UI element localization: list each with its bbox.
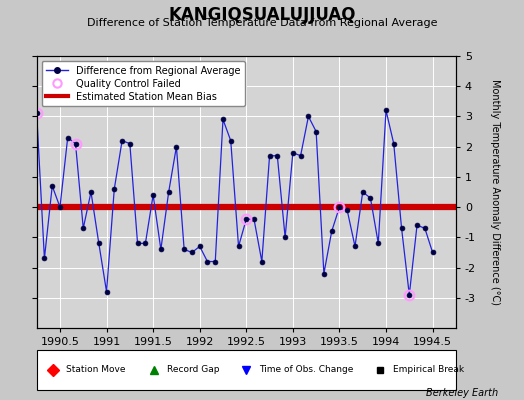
Legend: Difference from Regional Average, Quality Control Failed, Estimated Station Mean: Difference from Regional Average, Qualit… — [41, 61, 245, 106]
Y-axis label: Monthly Temperature Anomaly Difference (°C): Monthly Temperature Anomaly Difference (… — [490, 79, 500, 305]
Text: KANGIQSUALUJJUAQ: KANGIQSUALUJJUAQ — [168, 6, 356, 24]
Text: Empirical Break: Empirical Break — [393, 366, 464, 374]
Text: Time of Obs. Change: Time of Obs. Change — [259, 366, 353, 374]
Text: Station Move: Station Move — [66, 366, 126, 374]
FancyBboxPatch shape — [37, 350, 456, 390]
Text: Difference of Station Temperature Data from Regional Average: Difference of Station Temperature Data f… — [87, 18, 437, 28]
Text: Berkeley Earth: Berkeley Earth — [425, 388, 498, 398]
Text: Record Gap: Record Gap — [167, 366, 219, 374]
